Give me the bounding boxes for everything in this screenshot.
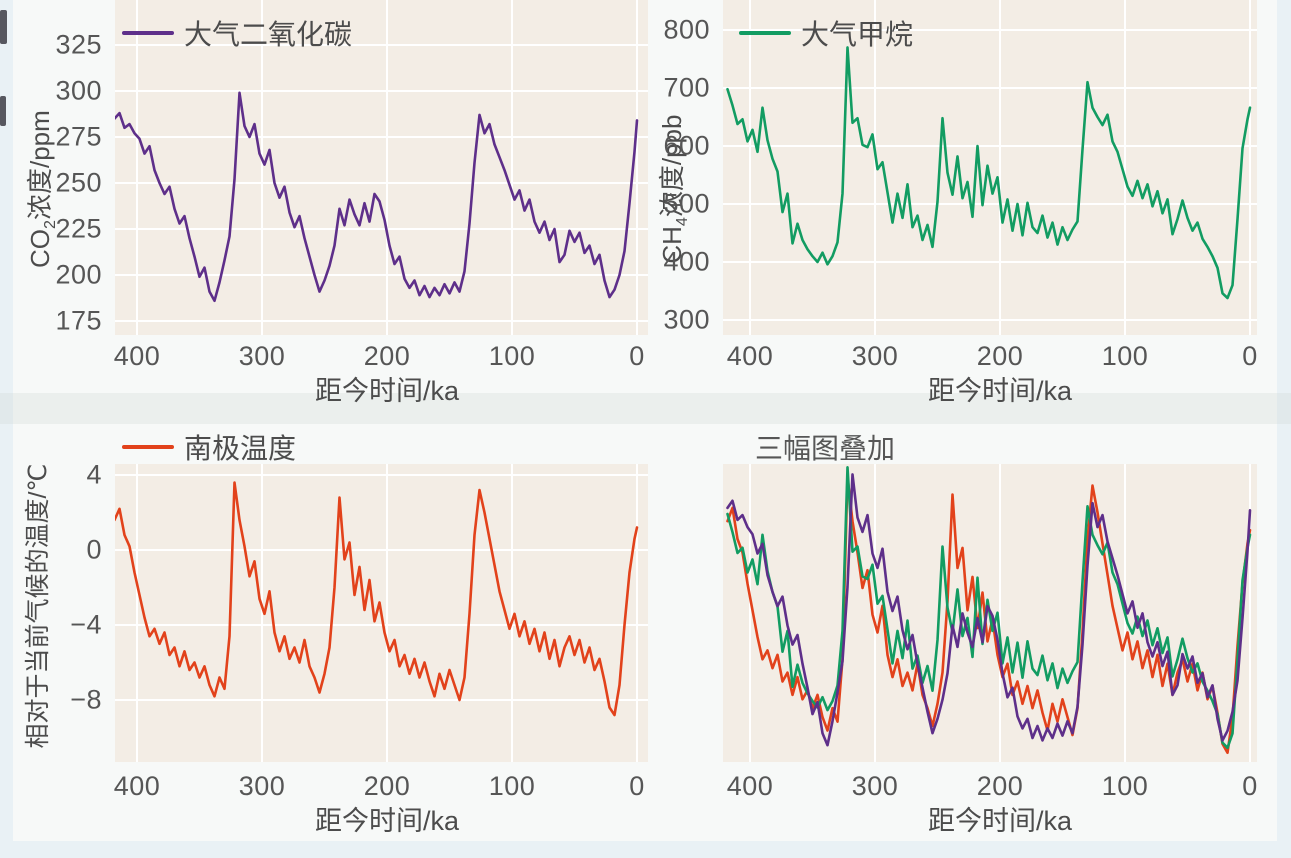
overlay-panel-title: 三幅图叠加 [755,433,896,464]
ch4-ytick: 700 [663,72,710,103]
ch4-line-chart [723,0,1257,335]
right-margin-tint [1277,0,1291,858]
x-tick: 400 [113,341,161,371]
x-tick: 0 [629,341,645,371]
temp-line-chart [115,464,648,762]
x-tick: 0 [1242,771,1258,801]
ch4-series-line [726,46,1252,300]
x-tick: 400 [726,341,774,371]
x-tick: 0 [1242,341,1258,371]
ch4-ytick: 300 [663,304,710,335]
ch4-plot-area [723,0,1257,335]
x-tick: 200 [363,771,411,801]
x-axis-title: 距今时间/ka [314,806,460,836]
co2-ytick: 200 [55,259,102,290]
co2-plot-area [115,0,648,335]
ch4-ytick: 500 [663,188,710,219]
co2-series-line [115,91,639,303]
ch4-ytick: 400 [663,246,710,277]
temp-plot-area [115,464,648,762]
ch4-legend-label: 大气甲烷 [801,19,914,50]
ch4-ytick: 600 [663,130,710,161]
co2-series-line [726,473,1252,747]
x-tick: 400 [113,771,161,801]
ch4-legend-line-sample [739,31,791,35]
co2-legend: 大气二氧化碳 [122,14,352,52]
x-tick: 100 [488,341,536,371]
x-tick: 300 [851,341,899,371]
temp-ytick: 0 [86,534,102,565]
temp-legend: 南极温度 [122,428,296,466]
ch4-legend: 大气甲烷 [739,14,913,52]
scan-mark [0,96,6,126]
x-tick: 100 [488,771,536,801]
x-tick: 100 [1101,771,1149,801]
temp-series-line [115,481,639,717]
temp-legend-line-sample [122,445,174,449]
temp-series-line [726,475,1252,755]
x-tick: 200 [363,341,411,371]
x-tick: 300 [851,771,899,801]
ch4-ytick: 800 [663,14,710,45]
co2-legend-line-sample [122,31,174,35]
scan-mark [0,10,7,44]
ch4-series-line [726,465,1252,750]
temp-ytick: −8 [70,684,102,715]
bottom-margin-tint [0,841,1291,858]
x-axis-title: 距今时间/ka [314,376,460,406]
co2-ytick: 325 [55,29,102,60]
x-tick: 200 [976,771,1024,801]
x-tick: 100 [1101,341,1149,371]
overlay-line-chart [726,464,1252,762]
x-tick: 300 [238,341,286,371]
temp-ytick: 4 [86,459,102,490]
x-axis-title: 距今时间/ka [927,376,1073,406]
co2-line-chart [115,0,648,335]
co2-ytick: 225 [55,213,102,244]
x-tick: 400 [726,771,774,801]
co2-legend-label: 大气二氧化碳 [184,19,353,50]
x-tick: 0 [629,771,645,801]
left-margin-tint [0,0,13,858]
temp-legend-label: 南极温度 [184,433,297,464]
overlay-plot-area [723,464,1257,762]
co2-ytick: 175 [55,305,102,336]
x-tick: 300 [238,771,286,801]
x-tick: 200 [976,341,1024,371]
scan-band [0,393,1291,424]
co2-ytick: 300 [55,75,102,106]
co2-ytick: 250 [55,167,102,198]
x-axis-title: 距今时间/ka [927,806,1073,836]
co2-ytick: 275 [55,121,102,152]
temp-ytick: −4 [70,609,102,640]
